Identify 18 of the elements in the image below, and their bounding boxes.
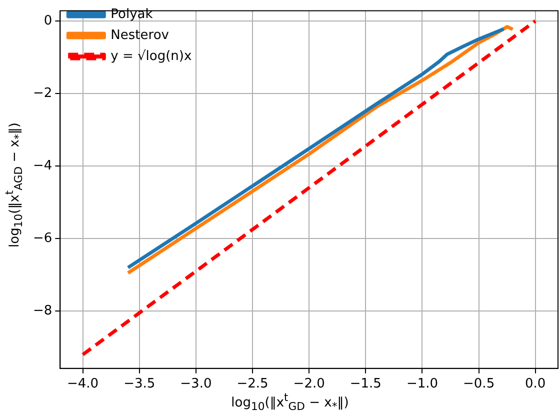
x-tick-label: −1.5 xyxy=(350,376,382,392)
x-axis-title: log$_{10}$(‖x$^{t}$$_{GD}$ − x$_{*}$‖) xyxy=(230,391,350,413)
y-tick-label: −8 xyxy=(32,303,52,318)
x-tick-label: −3.5 xyxy=(124,376,156,392)
y-tick-label: 0 xyxy=(44,13,52,28)
x-tick-label: −2.5 xyxy=(236,376,268,392)
y-tick-label: −4 xyxy=(32,158,52,174)
x-tick-label: −0.5 xyxy=(463,376,495,392)
legend-label: y = √log(n)x xyxy=(110,48,192,64)
legend-label: Nesterov xyxy=(110,28,170,43)
legend-label: Polyak xyxy=(110,6,154,22)
x-tick-label: −3.0 xyxy=(180,376,212,392)
y-tick-label: −6 xyxy=(32,230,52,246)
y-tick-label: −2 xyxy=(32,86,52,101)
x-tick-label: −4.0 xyxy=(67,376,99,392)
x-tick-label: −2.0 xyxy=(293,376,325,392)
x-tick-label: −1.0 xyxy=(406,376,438,392)
x-tick-label: 0.0 xyxy=(525,376,546,392)
